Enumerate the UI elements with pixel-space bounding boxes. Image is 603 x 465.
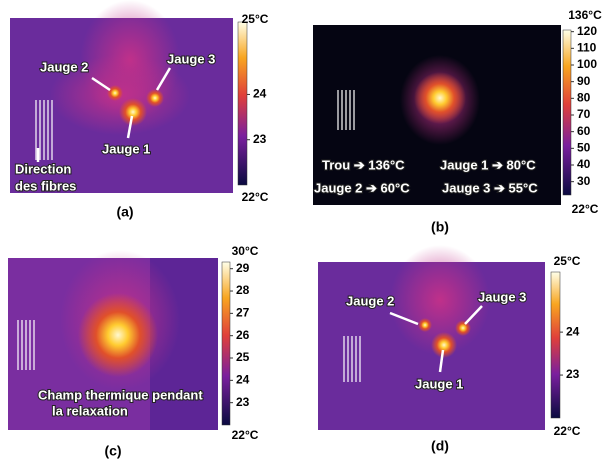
annotation: Direction — [15, 161, 71, 176]
annotation: la relaxation — [52, 403, 128, 418]
colorbar-tick-label: 26 — [236, 328, 250, 342]
colorbar — [221, 261, 231, 426]
colorbar-max-label: 136°C — [568, 8, 602, 22]
fibre-lines — [17, 90, 361, 382]
colorbar-tick-label: 60 — [577, 124, 591, 138]
colorbar-tick-label: 24 — [566, 324, 580, 338]
colorbar — [237, 21, 248, 186]
colorbar-tick-label: 27 — [236, 306, 250, 320]
colorbar-tick-label: 40 — [577, 157, 591, 171]
colorbar-tick-label: 23 — [566, 367, 580, 381]
colorbar-tick-label: 90 — [577, 74, 591, 88]
colorbar-tick-label: 110 — [577, 41, 597, 55]
annotation: Jauge 1 ➔ 80°C — [440, 157, 536, 172]
colorbar-min-label: 22°C — [572, 202, 599, 216]
panel-caption: (b) — [431, 219, 449, 235]
annotation: Champ thermique pendant — [38, 387, 203, 402]
annotation: Jauge 3 — [167, 51, 215, 66]
colorbar-tick-label: 23 — [253, 132, 267, 146]
colorbar-tick-label: 23 — [236, 395, 250, 409]
annotation: Jauge 2 ➔ 60°C — [314, 180, 410, 195]
colorbar — [550, 271, 561, 419]
panel-caption: (a) — [116, 204, 133, 220]
colorbar — [562, 29, 572, 196]
colorbar-tick-label: 50 — [577, 141, 591, 155]
panel-c-image — [8, 250, 218, 430]
panel-caption: (d) — [431, 438, 449, 454]
colorbar-tick-label: 24 — [236, 373, 250, 387]
annotation: Jauge 3 ➔ 55°C — [442, 180, 538, 195]
annotation: Jauge 2 — [40, 59, 88, 74]
colorbar-min-label: 22°C — [554, 424, 581, 438]
colorbar-max-label: 25°C — [242, 12, 269, 26]
colorbar-min-label: 22°C — [232, 428, 259, 442]
colorbar-tick-label: 100 — [577, 57, 597, 71]
colorbar-tick-label: 28 — [236, 283, 250, 297]
annotation: Jauge 1 — [102, 141, 150, 156]
annotation: Trou ➔ 136°C — [322, 157, 405, 172]
panel-a-image — [10, 0, 233, 193]
panel-caption: (c) — [104, 443, 121, 459]
colorbar-min-label: 22°C — [242, 190, 269, 204]
colorbar-tick-label: 24 — [253, 87, 267, 101]
colorbar-max-label: 25°C — [554, 254, 581, 268]
colorbar-tick-label: 120 — [577, 24, 597, 38]
arrows — [36, 67, 483, 373]
colorbar-tick-label: 30 — [577, 174, 591, 188]
colorbar-tick-label: 29 — [236, 261, 250, 275]
colorbar-tick-label: 70 — [577, 107, 591, 121]
colorbar-tick-label: 80 — [577, 91, 591, 105]
annotation: Jauge 3 — [478, 289, 526, 304]
annotation: Jauge 1 — [415, 376, 463, 391]
annotation: Jauge 2 — [346, 293, 394, 308]
annotation: des fibres — [15, 178, 76, 193]
colorbar-max-label: 30°C — [232, 244, 259, 258]
colorbar-tick-label: 25 — [236, 350, 250, 364]
